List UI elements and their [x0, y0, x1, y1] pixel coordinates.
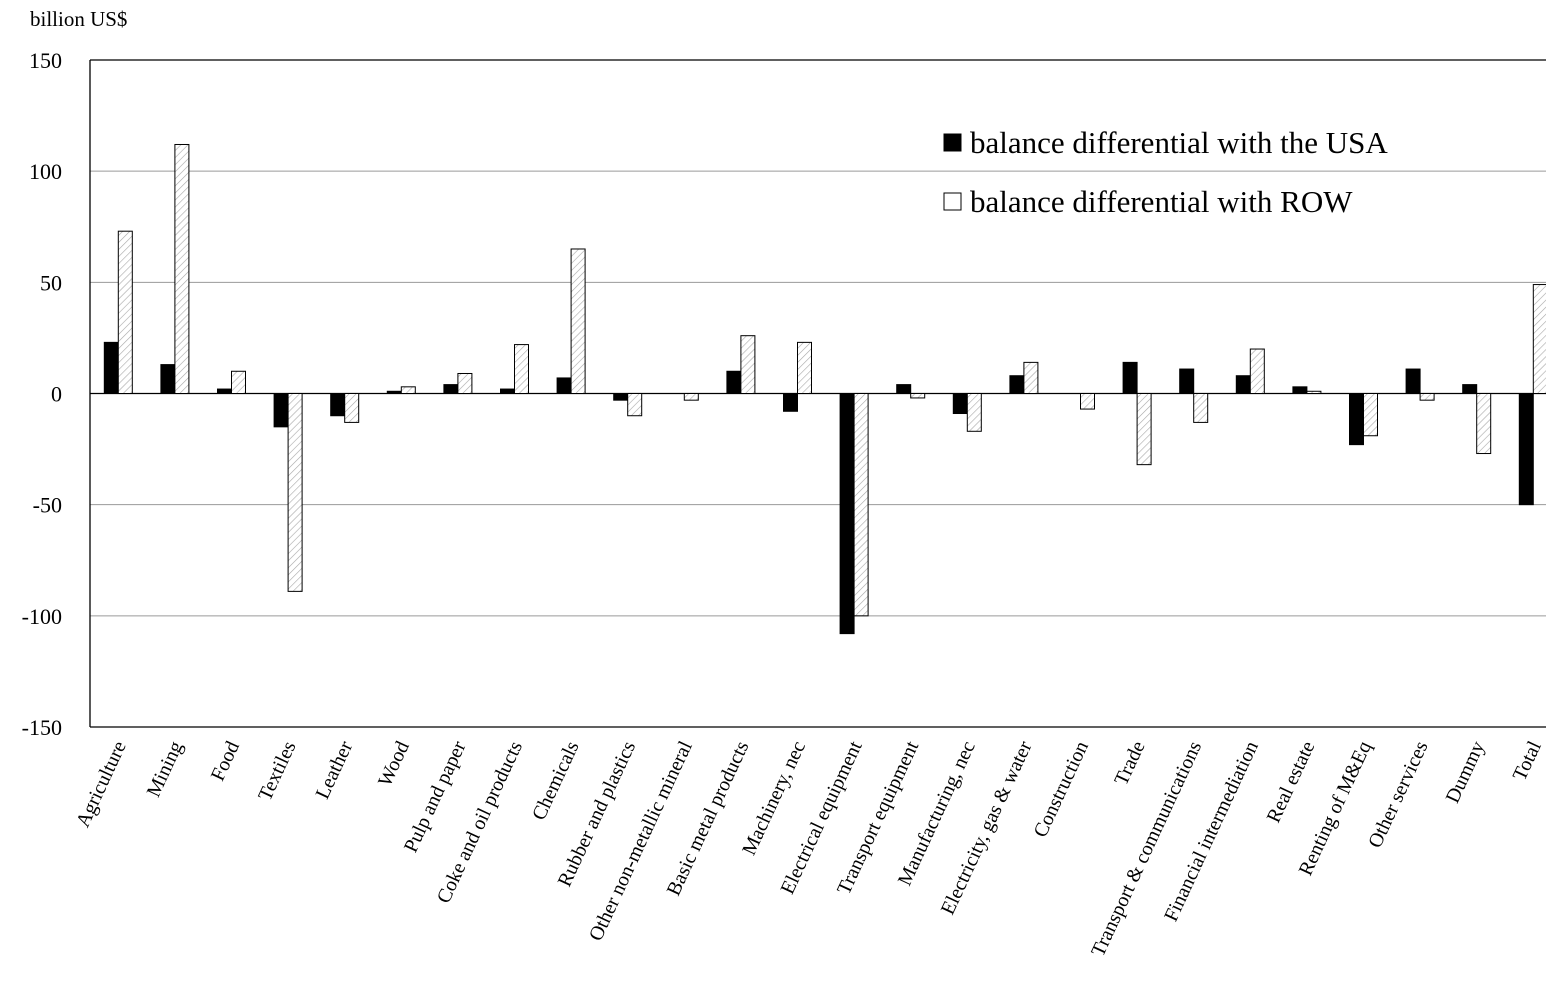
bar-row [400, 386, 416, 394]
x-category-label: Dummy [1442, 738, 1490, 807]
x-category-label: Other services [1364, 738, 1433, 852]
bar-row [797, 341, 812, 395]
legend-swatch-usa [943, 133, 962, 152]
bar-row [1532, 284, 1546, 395]
bar-row [1363, 393, 1378, 437]
bar-row [231, 370, 246, 394]
y-axis-ticks: 150 100 50 0 -50 -100 -150 [22, 48, 62, 740]
bar-usa [1179, 368, 1195, 395]
y-tick-label: -100 [22, 604, 62, 629]
bar-row [1136, 393, 1152, 466]
bar-row [457, 372, 473, 394]
y-tick-label: -50 [33, 493, 62, 518]
axes [89, 59, 1546, 728]
bar-usa [500, 388, 515, 395]
bar-usa [330, 393, 346, 417]
bar-row [1193, 393, 1209, 423]
bar-row [344, 393, 360, 423]
x-category-label: Other non-metallic mineral [585, 737, 697, 944]
bar-row [740, 335, 756, 394]
y-axis-unit-label: billion US$ [30, 7, 127, 31]
x-category-label: Mining [143, 738, 188, 801]
bar-row [570, 248, 586, 394]
x-category-label: Total [1509, 737, 1546, 784]
bar-row [1249, 348, 1265, 394]
x-category-label: Real estate [1263, 738, 1320, 826]
x-category-label: Chemicals [528, 738, 584, 824]
bar-row [514, 344, 529, 395]
x-category-label: Wood [374, 738, 414, 790]
bar-usa [1405, 368, 1421, 395]
bar-usa [1462, 384, 1478, 394]
x-category-label: Construction [1029, 738, 1093, 841]
bar-row [1419, 393, 1435, 401]
bar-usa [443, 384, 459, 394]
bar-row [853, 393, 869, 617]
x-category-label: Leather [311, 738, 357, 803]
bar-usa [896, 384, 912, 394]
bar-usa [613, 393, 629, 401]
bar-row [1023, 361, 1039, 394]
bar-usa [839, 393, 855, 635]
bar-row [287, 393, 303, 592]
x-category-label: Trade [1110, 738, 1149, 789]
bar-usa [556, 377, 572, 395]
bar-row [174, 143, 190, 394]
y-tick-label: 100 [29, 159, 62, 184]
bar-row [1080, 393, 1095, 410]
bar-row [117, 230, 133, 394]
bar-row [910, 393, 926, 399]
bar-row [1306, 390, 1322, 395]
x-category-label: Agriculture [72, 738, 131, 831]
bar-usa [386, 390, 402, 395]
bar-usa [1349, 393, 1364, 446]
bar-usa [1235, 375, 1251, 395]
y-tick-label: -150 [22, 715, 62, 740]
bar-row [683, 393, 699, 401]
bar-usa [952, 393, 968, 415]
x-category-label: Food [207, 738, 244, 785]
x-axis-labels: Agriculture Mining Food Textiles Leather Wood… [72, 737, 1546, 960]
bar-usa [1518, 393, 1534, 506]
legend-swatch-row [943, 192, 962, 211]
legend: balance differential with the USA balanc… [943, 125, 1388, 219]
bar-usa [217, 388, 232, 395]
bar-usa [1292, 386, 1308, 394]
bar-usa [273, 393, 289, 428]
bar-row [1476, 393, 1492, 455]
y-tick-label: 50 [40, 270, 62, 295]
bar-usa [103, 341, 119, 395]
bars [103, 143, 1546, 635]
legend-label-usa: balance differential with the USA [970, 125, 1388, 160]
bar-usa [160, 364, 176, 395]
x-category-label: Transport & communications [1087, 738, 1206, 960]
bar-row [627, 393, 643, 417]
y-tick-label: 150 [29, 48, 62, 73]
bar-row [966, 393, 982, 432]
y-tick-label: 0 [51, 382, 62, 407]
x-category-label: Textiles [254, 738, 301, 805]
bar-usa [1122, 361, 1138, 394]
bar-usa [726, 370, 742, 394]
bar-usa [783, 393, 798, 412]
legend-label-row: balance differential with ROW [970, 184, 1353, 219]
bar-usa [1009, 375, 1025, 395]
